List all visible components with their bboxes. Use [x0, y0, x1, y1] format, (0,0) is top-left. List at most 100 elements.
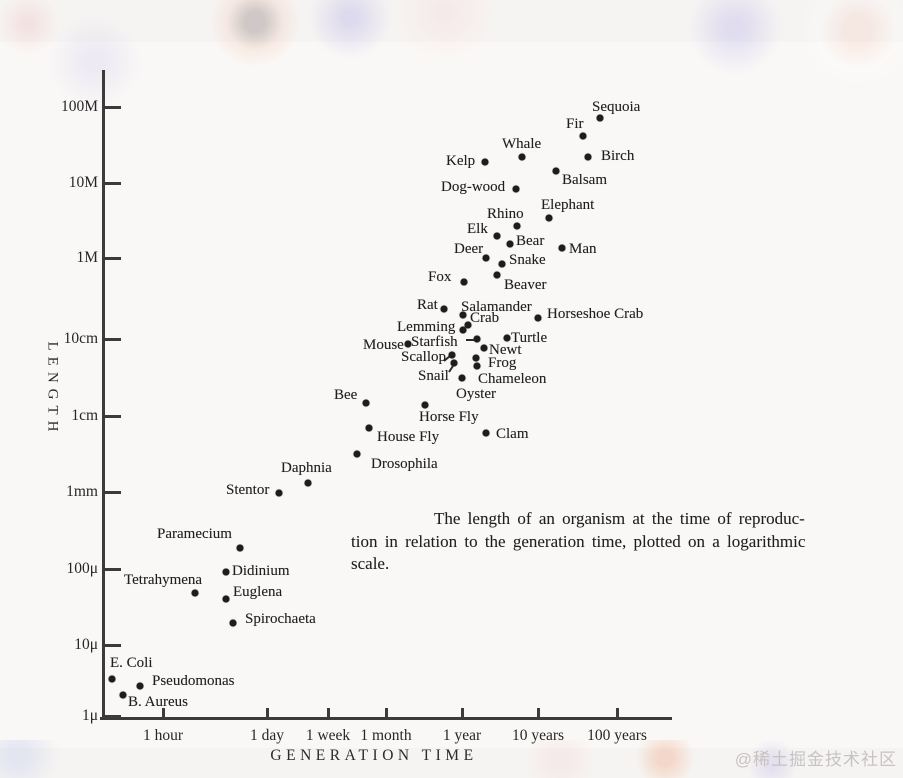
data-point-dot	[584, 153, 592, 161]
data-point-label: Bear	[516, 233, 545, 249]
data-point-label: E. Coli	[110, 655, 153, 671]
data-point-dot	[222, 595, 230, 603]
data-point-dot	[229, 619, 237, 627]
y-axis-tick-label: 10cm	[63, 330, 98, 347]
y-axis-tick-label: 100M	[60, 98, 98, 115]
data-point-dot	[353, 450, 361, 458]
y-axis-tick	[104, 644, 121, 647]
data-point-label: Frog	[488, 355, 517, 371]
data-point-dot	[545, 214, 553, 222]
y-axis-tick-label: 1mm	[66, 483, 98, 500]
data-point-label: Turtle	[511, 330, 548, 346]
data-point-dot	[362, 399, 370, 407]
data-point-dot	[512, 185, 520, 193]
data-point-label: Pseudomonas	[152, 673, 235, 689]
x-axis-line	[100, 717, 672, 720]
caption-line-1: The length of an organism at the time of…	[434, 509, 805, 528]
data-point-dot	[458, 374, 466, 382]
x-axis-tick	[461, 708, 464, 718]
y-axis-tick	[104, 257, 121, 260]
y-axis-tick	[104, 715, 121, 718]
data-point-dot	[513, 222, 521, 230]
data-point-dot	[493, 271, 501, 279]
data-point-label: Snail	[418, 368, 449, 384]
data-point-dot	[482, 254, 490, 262]
x-axis-tick-label: 1 month	[360, 727, 412, 744]
data-point-label: Man	[569, 241, 597, 257]
data-point-label: Crab	[470, 310, 500, 326]
y-axis-tick-label: 1M	[76, 249, 98, 266]
data-point-label: Birch	[601, 148, 635, 164]
data-point-dot	[472, 354, 480, 362]
data-point-dot	[558, 244, 566, 252]
x-axis-tick	[537, 708, 540, 718]
data-point-label: Horse Fly	[419, 409, 479, 425]
data-point-dot	[222, 568, 230, 576]
data-point-dot	[119, 691, 127, 699]
data-point-dot	[503, 334, 511, 342]
data-point-label: Salamander	[461, 299, 532, 315]
data-point-dot	[404, 340, 412, 348]
data-point-label: Kelp	[446, 153, 476, 169]
y-axis-tick	[104, 491, 121, 494]
x-axis-tick-label: 1 week	[305, 727, 351, 744]
data-point-label: Oyster	[456, 386, 496, 402]
data-point-label: Fir	[566, 116, 584, 132]
y-axis-tick	[104, 568, 121, 571]
x-axis-tick	[616, 708, 619, 718]
data-point-dot	[460, 278, 468, 286]
data-point-dot	[473, 362, 481, 370]
x-axis-tick-label: 100 years	[587, 727, 647, 744]
data-point-label: Chameleon	[478, 371, 547, 387]
data-point-label: Snake	[509, 252, 546, 268]
figure-caption: The length of an organism at the time of…	[351, 508, 865, 576]
data-point-dot	[552, 167, 560, 175]
y-axis-tick-label: 1μ	[81, 707, 98, 724]
x-axis-tick	[162, 708, 165, 718]
y-axis-tick-label: 10μ	[74, 636, 98, 653]
caption-line-2: tion in relation to the generation time,…	[351, 531, 806, 551]
data-point-label: House Fly	[377, 429, 440, 445]
y-axis-tick-label: 100μ	[66, 560, 98, 577]
data-point-dot	[191, 589, 199, 597]
x-axis-tick-label: 1 day	[249, 727, 284, 744]
data-point-label: Sequoia	[592, 99, 641, 115]
data-point-dot	[136, 682, 144, 690]
data-point-dot	[236, 544, 244, 552]
data-point-dot	[421, 401, 429, 409]
data-point-label: Dog-wood	[441, 179, 506, 195]
data-point-label: Daphnia	[281, 460, 332, 476]
data-point-dot	[275, 489, 283, 497]
data-point-label: Euglena	[233, 584, 283, 600]
data-point-label: Deer	[454, 241, 484, 257]
y-axis-tick-label: 1cm	[71, 407, 98, 424]
x-axis-tick	[327, 708, 330, 718]
data-point-label: Rhino	[487, 206, 524, 222]
data-point-label: Starfish	[411, 334, 458, 350]
x-axis-tick-label: 1 year	[442, 727, 482, 744]
data-point-dot	[365, 424, 373, 432]
data-point-label: Stentor	[226, 482, 270, 498]
data-point-label: Elephant	[541, 197, 595, 213]
data-point-label: Didinium	[232, 563, 290, 579]
data-point-dot	[459, 311, 467, 319]
data-point-dot	[304, 479, 312, 487]
data-point-dot	[448, 351, 456, 359]
x-axis-tick	[266, 708, 269, 718]
data-point-dot	[534, 314, 542, 322]
data-point-dot	[459, 326, 467, 334]
data-point-label: Scallop	[401, 349, 446, 365]
caption-line-3: scale.	[351, 554, 390, 573]
y-axis-tick	[104, 415, 121, 418]
data-point-label: Whale	[502, 136, 542, 152]
y-axis-tick	[104, 182, 121, 185]
data-point-label: Mouse	[363, 337, 404, 353]
data-point-label: Newt	[489, 342, 522, 358]
data-point-dot	[464, 321, 472, 329]
data-point-label: Lemming	[397, 319, 456, 335]
data-point-dot	[480, 344, 488, 352]
data-point-dot	[473, 335, 481, 343]
data-point-dot	[108, 675, 116, 683]
data-point-dot	[481, 158, 489, 166]
